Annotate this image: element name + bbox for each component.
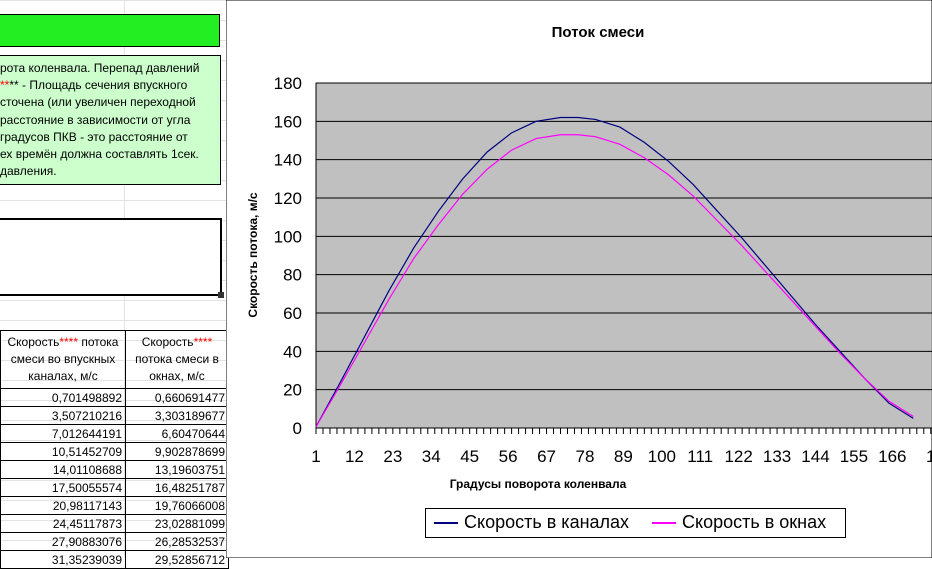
cell-channel-speed[interactable]: 24,45117873 xyxy=(0,514,126,533)
x-tick-label: 45 xyxy=(460,447,479,466)
x-tick-label: 67 xyxy=(537,447,556,466)
x-tick-label: 122 xyxy=(724,447,752,466)
note-line: расстояние в зависимости от угла xyxy=(0,112,191,127)
x-tick-label: 166 xyxy=(878,447,906,466)
table-row: 24,45117873 23,02881099 xyxy=(0,514,229,533)
plot-area xyxy=(315,82,932,429)
cell-channel-speed[interactable]: 7,012644191 xyxy=(0,424,126,443)
y-tick-label: 160 xyxy=(274,112,302,131)
x-tick-label: 155 xyxy=(840,447,868,466)
note-line: давления. xyxy=(0,164,57,179)
legend-item-windows: Скорость в окнах xyxy=(652,512,826,533)
x-tick-label: 144 xyxy=(801,447,829,466)
x-tick-label: 23 xyxy=(383,447,402,466)
x-tick-label: 34 xyxy=(422,447,441,466)
note-line: градусов ПКВ - это расстояние от xyxy=(0,129,188,144)
data-table: Скорость**** потока смеси во впускных ка… xyxy=(0,330,229,569)
x-tick-label: 133 xyxy=(763,447,791,466)
chart-legend[interactable]: Скорость в каналах Скорость в окнах xyxy=(425,508,846,538)
cell-channel-speed[interactable]: 14,01108688 xyxy=(0,460,126,479)
legend-label-windows: Скорость в окнах xyxy=(682,512,827,532)
table-row: 27,90883076 26,28532537 xyxy=(0,532,229,551)
y-tick-label: 80 xyxy=(283,266,302,285)
cell-channel-speed[interactable]: 3,507210216 xyxy=(0,406,126,425)
y-tick-label: 180 xyxy=(274,74,302,93)
series-line-channels xyxy=(315,116,914,427)
x-tick-label: 100 xyxy=(648,447,676,466)
table-row: 10,51452709 9,902878699 xyxy=(0,442,229,461)
table-row: 31,35239039 29,52856712 xyxy=(0,550,229,569)
x-tick-label: 12 xyxy=(345,447,364,466)
flow-chart[interactable]: Поток смеси Градусы поворота коленвала С… xyxy=(226,0,932,558)
column-header-channels[interactable]: Скорость**** потока смеси во впускных ка… xyxy=(0,330,126,389)
x-tick-label: 1 xyxy=(926,447,932,466)
table-row: 20,98117143 19,76066008 xyxy=(0,496,229,515)
table-row: 7,012644191 6,60470644 xyxy=(0,424,229,443)
cell-window-speed[interactable]: 3,303189677 xyxy=(125,406,229,425)
cell-window-speed[interactable]: 29,52856712 xyxy=(125,550,229,569)
x-tick-label: 111 xyxy=(687,447,713,466)
legend-label-channels: Скорость в каналах xyxy=(464,512,630,532)
note-line: рота коленвала. Перепад давлений xyxy=(0,61,200,75)
x-tick-label: 1 xyxy=(311,447,320,466)
y-tick-label: 40 xyxy=(283,342,302,361)
cell-window-speed[interactable]: 0,660691477 xyxy=(125,388,229,407)
cell-channel-speed[interactable]: 17,50055574 xyxy=(0,478,126,497)
cell-window-speed[interactable]: 16,48251787 xyxy=(125,478,229,497)
y-tick-label: 120 xyxy=(274,189,302,208)
y-axis-label: Скорость потока, м/с xyxy=(246,192,260,317)
table-row: 3,507210216 3,303189677 xyxy=(0,406,229,425)
series-line-windows xyxy=(315,134,914,428)
note-line: ех времён должна составлять 1сек. xyxy=(0,147,199,162)
table-row: 17,50055574 16,48251787 xyxy=(0,478,229,497)
cell-window-speed[interactable]: 13,19603751 xyxy=(125,460,229,479)
note-line: **** - Площадь сечения впускного xyxy=(0,78,188,93)
y-tick-label: 140 xyxy=(274,151,302,170)
cell-window-speed[interactable]: 23,02881099 xyxy=(125,514,229,533)
green-header-cell xyxy=(0,14,220,47)
cell-channel-speed[interactable]: 20,98117143 xyxy=(0,496,126,515)
table-row: 0,701498892 0,660691477 xyxy=(0,388,229,407)
cell-channel-speed[interactable]: 10,51452709 xyxy=(0,442,126,461)
legend-item-channels: Скорость в каналах xyxy=(434,512,629,533)
column-header-windows[interactable]: Скорость**** потока смеси в окнах, м/с xyxy=(125,330,229,389)
selected-text-box[interactable] xyxy=(0,218,222,296)
cell-channel-speed[interactable]: 27,90883076 xyxy=(0,532,126,551)
cell-channel-speed[interactable]: 0,701498892 xyxy=(0,388,126,407)
y-tick-label: 60 xyxy=(283,304,302,323)
x-tick-label: 56 xyxy=(499,447,518,466)
chart-title: Поток смеси xyxy=(552,24,645,41)
x-axis-label: Градусы поворота коленвала xyxy=(450,477,627,491)
cell-channel-speed[interactable]: 31,35239039 xyxy=(0,550,126,569)
y-tick-label: 0 xyxy=(293,419,302,438)
cell-window-speed[interactable]: 6,60470644 xyxy=(125,424,229,443)
x-tick-label: 78 xyxy=(575,447,594,466)
x-tick-label: 89 xyxy=(614,447,633,466)
table-row: 14,01108688 13,19603751 xyxy=(0,460,229,479)
note-line: сточена (или увеличен переходной xyxy=(0,95,196,110)
y-tick-label: 20 xyxy=(283,381,302,400)
cell-window-speed[interactable]: 9,902878699 xyxy=(125,442,229,461)
cell-window-speed[interactable]: 19,76066008 xyxy=(125,496,229,515)
note-box: рота коленвала. Перепад давлений **** - … xyxy=(0,55,221,185)
note-line-text: ** - Площадь сечения впускного xyxy=(9,78,188,93)
legend-swatch-channels xyxy=(434,521,458,524)
cell-window-speed[interactable]: 26,28532537 xyxy=(125,532,229,551)
resize-handle[interactable] xyxy=(218,292,224,298)
y-tick-label: 100 xyxy=(274,227,302,246)
legend-swatch-windows xyxy=(652,521,676,524)
